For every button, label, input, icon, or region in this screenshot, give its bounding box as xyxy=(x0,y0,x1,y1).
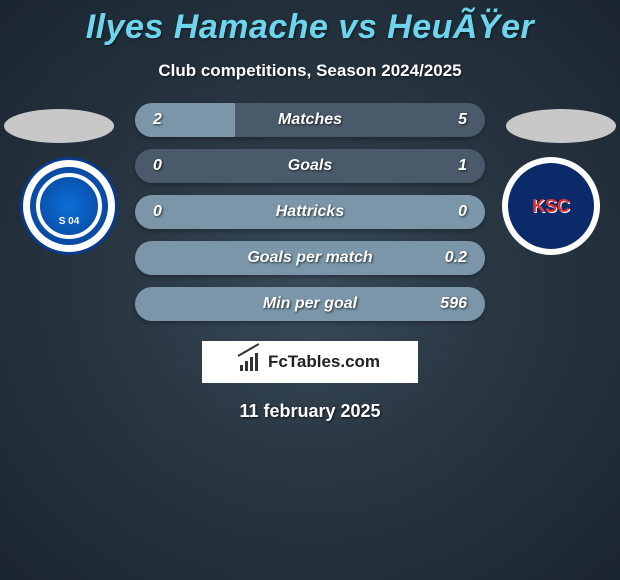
comparison-card: Ilyes Hamache vs HeuÃŸer Club competitio… xyxy=(0,0,620,422)
stat-row: Goals per match0.2 xyxy=(135,241,485,275)
brand-text: FcTables.com xyxy=(268,352,380,372)
stat-row: 2Matches5 xyxy=(135,103,485,137)
body-area: S 04 KSC 2Matches5 0Goals1 0Hattricks0 Goal… xyxy=(0,103,620,422)
footer-date: 11 february 2025 xyxy=(0,401,620,422)
page-subtitle: Club competitions, Season 2024/2025 xyxy=(0,61,620,81)
stats-list: 2Matches5 0Goals1 0Hattricks0 Goals per mat… xyxy=(135,103,485,321)
chart-icon xyxy=(240,353,262,371)
stat-right-value: 0 xyxy=(427,203,467,221)
stat-row: 0Goals1 xyxy=(135,149,485,183)
team-badge-right: KSC xyxy=(502,157,600,255)
stat-right-value: 1 xyxy=(427,157,467,175)
stat-right-value: 0.2 xyxy=(427,249,467,267)
page-title: Ilyes Hamache vs HeuÃŸer xyxy=(0,8,620,47)
player-right-shadow xyxy=(506,109,616,143)
stat-row: Min per goal596 xyxy=(135,287,485,321)
player-left-shadow xyxy=(4,109,114,143)
schalke-badge-icon: S 04 xyxy=(30,167,108,245)
stat-row: 0Hattricks0 xyxy=(135,195,485,229)
brand-box: FcTables.com xyxy=(202,341,418,383)
stat-right-value: 596 xyxy=(427,295,467,313)
team-badge-left: S 04 xyxy=(20,157,118,255)
ksc-badge-icon: KSC xyxy=(508,163,594,249)
stat-right-value: 5 xyxy=(427,111,467,129)
